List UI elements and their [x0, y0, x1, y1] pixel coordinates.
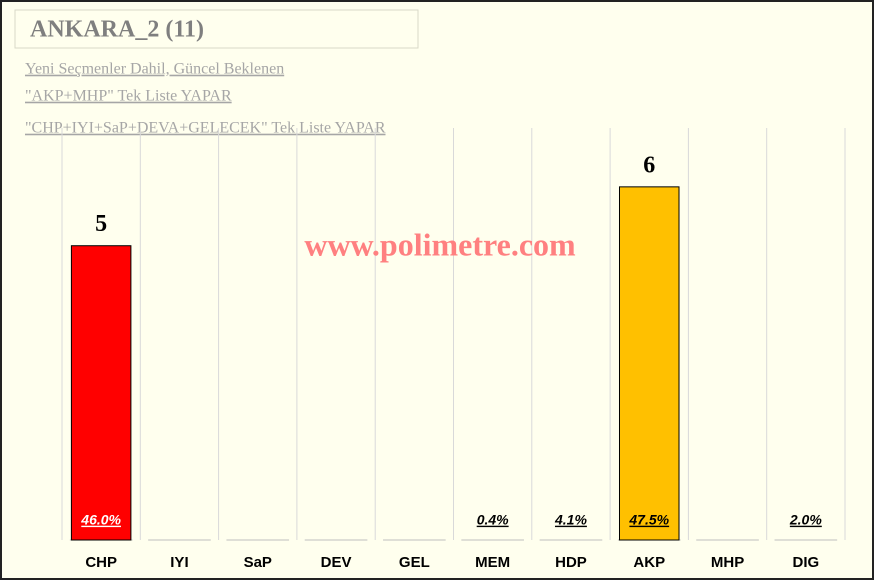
subtitle: "AKP+MHP" Tek Liste YAPAR	[25, 88, 232, 105]
share-label: 47.5%	[628, 512, 669, 528]
share-label: 2.0%	[789, 512, 822, 528]
subtitle: "CHP+IYI+SaP+DEVA+GELECEK" Tek Liste YAP…	[25, 120, 386, 137]
x-tick-label: MEM	[475, 554, 510, 571]
x-tick-label: DEV	[321, 554, 352, 571]
x-tick-label: IYI	[170, 554, 188, 571]
value-label: 5	[95, 211, 107, 237]
x-tick-label: CHP	[85, 554, 117, 571]
x-tick-label: AKP	[633, 554, 665, 571]
x-tick-label: DIG	[793, 554, 820, 571]
watermark: www.polimetre.com	[304, 226, 576, 262]
x-tick-label: GEL	[399, 554, 430, 571]
x-tick-label: HDP	[555, 554, 587, 571]
x-tick-label: SaP	[244, 554, 272, 571]
x-tick-label: MHP	[711, 554, 744, 571]
share-label: 4.1%	[554, 512, 587, 528]
share-label: 46.0%	[80, 512, 121, 528]
subtitle: Yeni Seçmenler Dahil, Güncel Beklenen	[25, 61, 284, 78]
bar	[70, 245, 132, 541]
share-label: 0.4%	[477, 512, 509, 528]
bar	[618, 186, 680, 541]
chart-title: ANKARA_2 (11)	[30, 17, 204, 43]
value-label: 6	[643, 152, 655, 178]
title-box	[14, 9, 419, 49]
